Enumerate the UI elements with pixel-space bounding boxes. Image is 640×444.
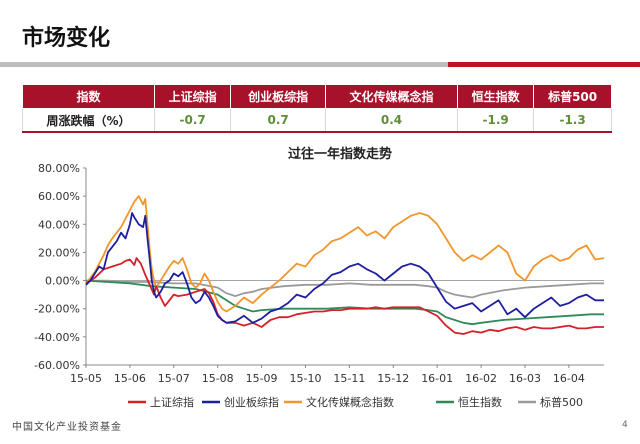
title-divider <box>0 62 640 67</box>
row-label: 周涨跌幅（%） <box>21 108 156 133</box>
footer-logo: 中国文化产业投资基金 <box>12 422 122 433</box>
table-header-cell: 标普500 <box>533 84 612 109</box>
weekly-change-table: 指数 上证综指 创业板综指 文化传媒概念指 恒生指数 标普500 周涨跌幅（%）… <box>21 84 612 133</box>
table-header-cell: 上证综指 <box>154 84 232 109</box>
series-lines <box>85 195 605 335</box>
x-axis: 15-05 15-06 15-07 15-08 15-09 15-10 15-11 15-12… <box>70 280 604 385</box>
table-cell: -1.9 <box>457 108 535 133</box>
table-header-cell: 恒生指数 <box>457 84 535 109</box>
y-tick-label: 60.00% <box>38 190 80 203</box>
page-number: 4 <box>622 420 628 430</box>
x-tick-label: 15-07 <box>158 372 190 385</box>
table-row: 周涨跌幅（%） -0.7 0.7 0.4 -1.9 -1.3 <box>21 108 612 133</box>
page-title: 市场变化 <box>22 26 111 51</box>
table-header-row: 指数 上证综指 创业板综指 文化传媒概念指 恒生指数 标普500 <box>21 84 612 109</box>
x-tick-label: 15-10 <box>290 372 322 385</box>
series-line-0 <box>85 257 604 335</box>
table-header-cell: 创业板综指 <box>230 84 326 109</box>
y-tick-label: -40.00% <box>34 331 80 344</box>
title-divider-accent <box>448 62 640 67</box>
y-tick-label: 80.00% <box>38 162 80 175</box>
x-tick-label: 15-09 <box>246 372 278 385</box>
x-tick-label: 16-02 <box>465 372 497 385</box>
x-tick-label: 16-04 <box>553 372 585 385</box>
x-tick-label: 16-01 <box>421 372 453 385</box>
x-tick-label: 16-03 <box>509 372 541 385</box>
table-cell: 0.7 <box>230 108 326 133</box>
series-line-2 <box>85 195 605 313</box>
y-tick-label: 40.00% <box>38 218 80 231</box>
x-tick-label: 15-05 <box>70 372 102 385</box>
table-cell: -0.7 <box>154 108 232 133</box>
series-line-4 <box>86 279 604 299</box>
x-tick-label: 15-12 <box>377 372 409 385</box>
x-tick-label: 15-06 <box>114 372 146 385</box>
table-header-cell: 文化传媒概念指 <box>324 84 459 109</box>
y-tick-label: -20.00% <box>34 303 80 316</box>
legend-label: 文化传媒概念指数 <box>306 395 394 409</box>
y-axis: 80.00% 60.00% 40.00% 20.00% 0.00% -20.00% -40.… <box>34 162 87 372</box>
x-tick-label: 15-11 <box>333 372 365 385</box>
index-trend-chart: 过往一年指数走势 80.00% 60.00% 40.00% 20.00% 0.00% -2… <box>34 146 605 409</box>
legend-label: 创业板综指 <box>224 395 279 409</box>
table-cell: -1.3 <box>533 108 612 133</box>
legend-label: 标普500 <box>540 395 583 409</box>
chart-legend: 上证综指 创业板综指 文化传媒概念指数 恒生指数 标普500 <box>128 395 583 409</box>
table-cell: 0.4 <box>324 108 459 133</box>
legend-label: 恒生指数 <box>458 395 502 409</box>
x-tick-label: 15-08 <box>202 372 234 385</box>
y-tick-label: -60.00% <box>34 359 80 372</box>
y-tick-label: 0.00% <box>45 275 80 288</box>
legend-label: 上证综指 <box>150 395 194 409</box>
y-tick-label: 20.00% <box>38 246 80 259</box>
chart-title: 过往一年指数走势 <box>288 146 392 162</box>
series-line-1 <box>85 212 604 324</box>
table-header-cell: 指数 <box>21 84 156 109</box>
